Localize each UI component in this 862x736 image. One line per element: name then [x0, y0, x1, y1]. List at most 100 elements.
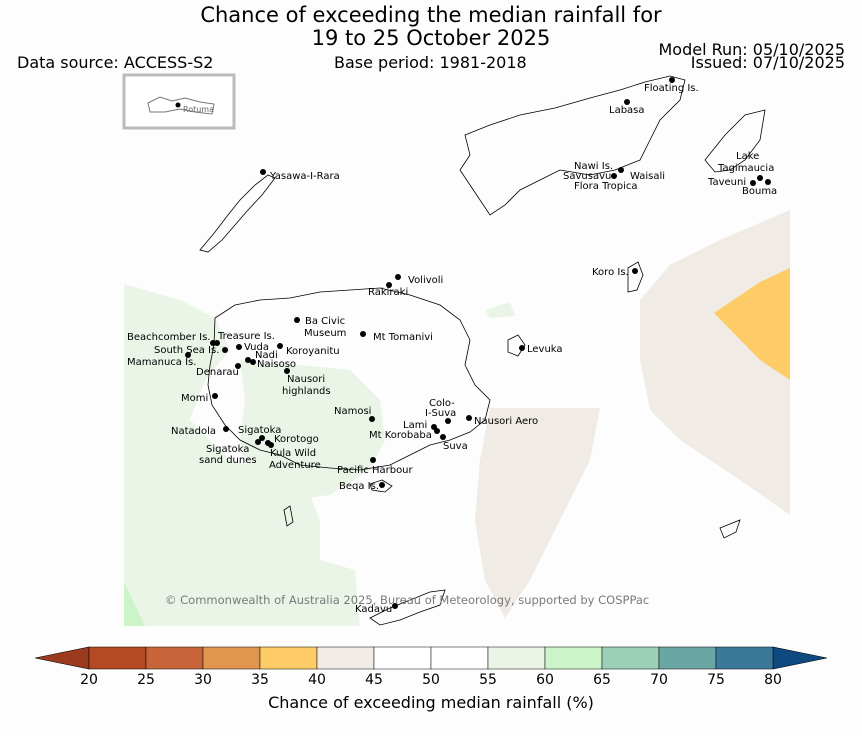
station-markers: [185, 77, 771, 609]
model-run: Model Run: 05/10/2025: [658, 40, 846, 59]
place-label: sand dunes: [199, 455, 257, 466]
beige-region-south: [475, 408, 600, 618]
place-label: Levuka: [527, 344, 563, 355]
colorbar-under-arrow: [34, 646, 90, 670]
rotuma-inset: Rotuma: [122, 73, 236, 130]
beqa-outline: [369, 479, 393, 493]
place-label: Mamanuca Is.: [127, 357, 196, 368]
place-label: Volivoli: [408, 275, 443, 286]
marker: [185, 352, 191, 358]
place-label: Museum: [304, 328, 346, 339]
marker: [379, 482, 385, 488]
place-label: Kadavu: [355, 604, 392, 615]
place-label: Sigatoka: [206, 444, 249, 455]
place-label: Nausori Aero: [474, 416, 538, 427]
place-label: Lami: [403, 420, 427, 431]
place-label: Natadola: [171, 426, 216, 437]
beige-region-east: [640, 210, 790, 515]
marker: [440, 434, 446, 440]
place-label: South Sea Is.: [154, 345, 219, 356]
marker: [519, 345, 525, 351]
green-region-west: [124, 284, 360, 626]
marker: [250, 359, 256, 365]
colorbar-tick-label: 35: [251, 672, 269, 688]
place-labels: Floating Is. Labasa Yasawa-I-Rara Nawi I…: [127, 83, 777, 615]
place-label: Treasure Is.: [217, 331, 275, 342]
issued-date: Issued: 07/10/2025: [690, 53, 845, 72]
yasawa-outline: [199, 174, 276, 253]
yellow-region: [714, 268, 790, 380]
colorbar-segment: [316, 646, 375, 670]
inset-label: Rotuma: [183, 105, 214, 114]
marker: [392, 603, 398, 609]
lightgreen-corner: [124, 582, 145, 626]
colorbar-tick-label: 45: [365, 672, 383, 688]
place-label: Colo-: [429, 398, 455, 409]
marker: [277, 343, 283, 349]
place-label: Labasa: [609, 105, 645, 116]
colorbar-segment: [487, 646, 546, 670]
colorbar-tick-label: 25: [137, 672, 155, 688]
colorbar-tick-label: 75: [707, 672, 725, 688]
marker: [294, 317, 300, 323]
marker: [236, 344, 242, 350]
shading-layer: [124, 210, 790, 626]
place-label: Lake: [736, 151, 759, 162]
place-label: Ba Civic: [305, 316, 345, 327]
marker: [445, 418, 451, 424]
colorbar-tick-label: 30: [194, 672, 212, 688]
place-label: Floating Is.: [644, 83, 699, 94]
marker: [360, 331, 366, 337]
colorbar-segment: [658, 646, 717, 670]
place-label: Koro Is.: [592, 267, 629, 278]
place-label: Korotogo: [274, 434, 319, 445]
place-label: Beachcomber Is.: [127, 332, 210, 343]
place-label: Denarau: [196, 367, 239, 378]
kadavu-outline: [369, 589, 446, 626]
colorbar-segment: [145, 646, 204, 670]
place-label: Tagimaucia: [717, 163, 774, 174]
place-label: Suva: [443, 441, 468, 452]
marker: [370, 457, 376, 463]
marker: [223, 426, 229, 432]
green-region-east: [485, 302, 515, 318]
colorbar-tick-label: 80: [764, 672, 782, 688]
place-label: Mt Tomanivi: [373, 332, 433, 343]
place-label: Nadi: [255, 350, 278, 361]
marker: [632, 268, 638, 274]
place-label: Savusavu: [563, 171, 611, 182]
place-label: Sigatoka: [238, 425, 281, 436]
base-period: Base period: 1981-2018: [334, 53, 527, 72]
colorbar-tick-label: 70: [650, 672, 668, 688]
place-label: Nausori: [287, 374, 325, 385]
colorbar-segment: [259, 646, 318, 670]
colorbar-segment: [88, 646, 147, 670]
marker: [222, 347, 228, 353]
place-label: Flora Tropica: [574, 181, 637, 192]
data-source: Data source: ACCESS-S2: [17, 53, 214, 72]
marker: [214, 340, 220, 346]
place-label: Beqa Is.: [339, 481, 379, 492]
colorbar-tick-label: 50: [422, 672, 440, 688]
marker: [434, 428, 440, 434]
place-label: Taveuni: [707, 177, 746, 188]
place-label: highlands: [282, 386, 331, 397]
colorbar-tick-label: 60: [536, 672, 554, 688]
colorbar-tick-label: 20: [80, 672, 98, 688]
marker: [757, 175, 763, 181]
place-label: Rakiraki: [368, 287, 408, 298]
place-label: Waisali: [630, 171, 665, 182]
marker: [259, 435, 265, 441]
colorbar-segment: [430, 646, 489, 670]
place-label: Naisoso: [257, 359, 296, 370]
green-region-central: [240, 360, 385, 500]
taveuni-outline: [704, 109, 766, 173]
marker: [235, 363, 241, 369]
colorbar: [34, 646, 828, 670]
vanua-levu-outline: [459, 75, 686, 216]
marker: [212, 393, 218, 399]
marker: [669, 77, 675, 83]
colorbar-title: Chance of exceeding median rainfall (%): [268, 693, 594, 712]
marker: [466, 415, 472, 421]
place-label: Vuda: [244, 342, 269, 353]
